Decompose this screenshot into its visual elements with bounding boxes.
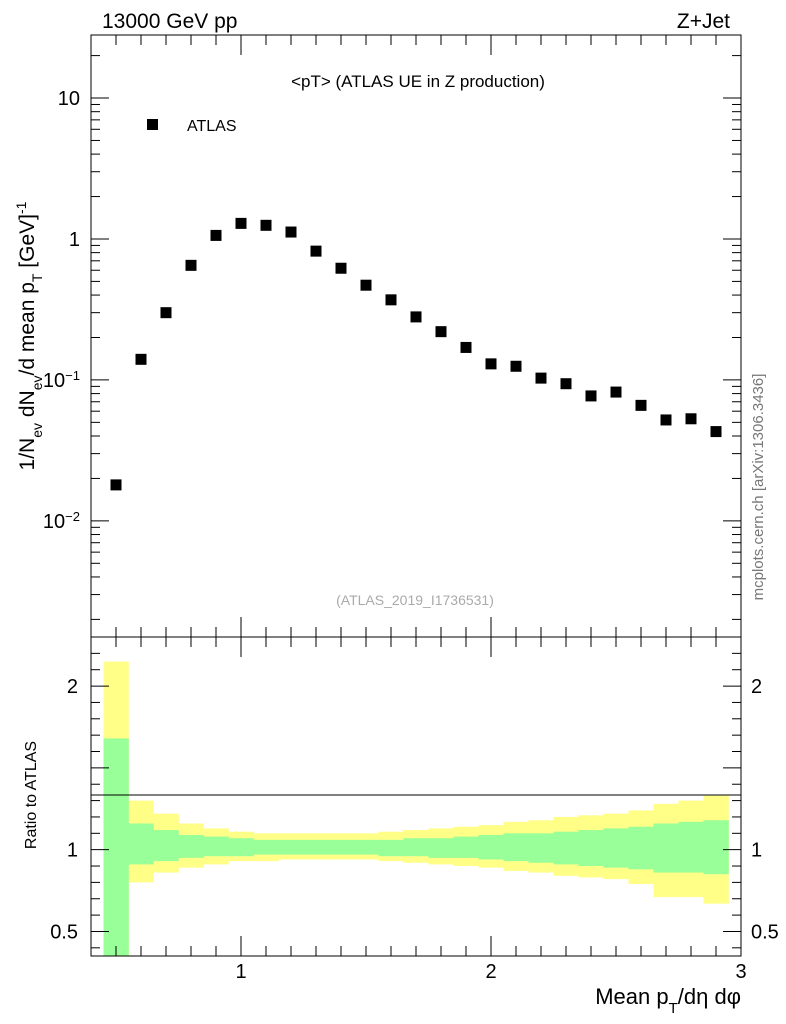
ratio-band-bin (178, 834, 204, 858)
legend-label-atlas: ATLAS (187, 118, 237, 135)
data-point (685, 413, 697, 425)
data-point (110, 479, 122, 491)
x-tick-labels: 1 2 3 (235, 961, 746, 983)
x-tick-label: 1 (235, 961, 246, 983)
main-y-tick-labels: 10 1 10−1 10−2 (43, 88, 80, 533)
ratio-band-bin (428, 838, 454, 858)
ratio-band-bin (303, 839, 329, 855)
data-point (310, 245, 322, 257)
ratio-band-bin (403, 838, 429, 857)
data-point (285, 226, 297, 238)
y-tick-label: 10−2 (43, 508, 80, 533)
data-point (460, 341, 472, 353)
ratio-band-bin (228, 838, 254, 857)
ratio-y-tick-label: 0.5 (50, 921, 78, 943)
ratio-band-bin (653, 823, 679, 873)
ratio-y-tick-label: 1 (67, 840, 78, 862)
ratio-band-bin (328, 839, 354, 855)
y-tick-label: 10 (58, 88, 80, 110)
data-point (235, 217, 247, 229)
ratio-band-bin (278, 839, 304, 855)
data-point (360, 279, 372, 291)
ratio-band-bin (703, 820, 729, 875)
ratio-band-bin (628, 826, 654, 870)
main-panel: <pT> (ATLAS UE in Z production) (ATLAS_2… (13, 34, 742, 638)
data-point (210, 229, 222, 241)
source-label: mcplots.cern.ch [arXiv:1306.3436] (750, 374, 767, 601)
ratio-band-bin (453, 836, 479, 858)
ratio-band-bin (678, 821, 704, 873)
data-point (585, 390, 597, 402)
ratio-band-bin (603, 828, 629, 868)
y-tick-label: 1 (69, 229, 80, 251)
data-point (535, 372, 547, 384)
chart-watermark: (ATLAS_2019_I1736531) (336, 592, 494, 608)
ratio-frame (90, 636, 742, 957)
data-points (110, 217, 722, 491)
data-point (710, 426, 722, 438)
ratio-band-bin (578, 830, 604, 867)
ratio-panel: 2 2 1 1 0.5 0.5 1 2 3 Ratio to ATLAS Mean pT/dη… (23, 636, 779, 1017)
data-point (160, 307, 172, 319)
ratio-bands (103, 661, 729, 956)
data-point (610, 386, 622, 398)
ratio-band-bin (503, 833, 529, 862)
ratio-band-bin (478, 834, 504, 860)
ratio-band-bin (253, 839, 279, 855)
data-point (660, 414, 672, 426)
ratio-band-bin (153, 830, 179, 862)
data-point (435, 326, 447, 338)
data-point (135, 353, 147, 365)
data-point (385, 294, 397, 306)
y-tick-label: 10−1 (43, 367, 80, 392)
ratio-y-tick-labels: 2 2 1 1 0.5 0.5 (50, 676, 779, 943)
ratio-band-bin (353, 839, 379, 855)
ratio-y-tick-label-right: 2 (751, 676, 762, 698)
ratio-band-bin (103, 738, 129, 956)
ratio-band-bin (528, 833, 554, 863)
ratio-y-tick-label: 2 (67, 676, 78, 698)
main-y-axis-label: 1/Nev dNev/d mean pT [GeV]-1 (13, 201, 45, 470)
ratio-band-bin (553, 831, 579, 865)
data-point (510, 360, 522, 372)
data-point (410, 311, 422, 323)
ratio-band-bin (128, 823, 154, 865)
data-point (260, 219, 272, 231)
ratio-band-bin (378, 839, 404, 857)
ratio-ticks (90, 637, 742, 956)
header-right: Z+Jet (677, 10, 730, 33)
header-left: 13000 GeV pp (102, 10, 237, 33)
data-point (485, 358, 497, 370)
data-point (560, 378, 572, 390)
x-tick-label: 3 (735, 961, 746, 983)
legend-marker-atlas (147, 119, 158, 130)
ratio-y-axis-label: Ratio to ATLAS (23, 741, 40, 849)
data-point (635, 399, 647, 411)
chart-title: <pT> (ATLAS UE in Z production) (291, 72, 545, 91)
data-point (185, 259, 197, 271)
ratio-y-tick-label-right: 0.5 (751, 921, 779, 943)
data-point (335, 262, 347, 274)
x-axis-label: Mean pT/dη dφ (595, 984, 741, 1017)
ratio-y-tick-label-right: 1 (751, 840, 762, 862)
x-tick-label: 2 (485, 961, 496, 983)
ratio-band-bin (203, 836, 229, 857)
